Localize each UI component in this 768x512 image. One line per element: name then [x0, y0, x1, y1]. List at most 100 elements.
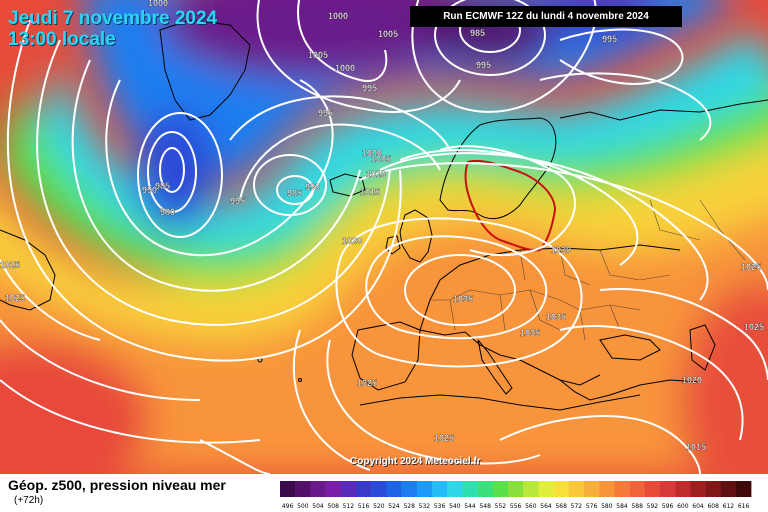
color-swatch [553, 481, 569, 497]
isobar-label: 1025 [741, 262, 761, 272]
color-scale: 496 500 504 508 512 516 520 524 528 532 536 540 544 5… [280, 481, 752, 510]
scale-tick-label: 616 [738, 503, 750, 510]
isobar-label: 1035 [546, 312, 566, 322]
scale-tick-label: 520 [373, 503, 385, 510]
scale-tick-label: 504 [312, 503, 324, 510]
scale-tick-label: 512 [343, 503, 355, 510]
model-run-label: Run ECMWF 12Z du lundi 4 novembre 2024 [410, 6, 682, 27]
isobars [0, 0, 768, 474]
isobar-label: 995 [230, 196, 245, 206]
scale-tick-label: 576 [586, 503, 598, 510]
borders [430, 199, 746, 341]
color-swatch [705, 481, 721, 497]
color-swatch [477, 481, 493, 497]
parameter-title: Géop. z500, pression niveau mer [8, 477, 226, 493]
color-swatch [720, 481, 737, 497]
isobar-label: 1005 [378, 29, 398, 39]
copyright-notice: Copyright 2024 Meteociel.fr [350, 456, 481, 467]
scale-tick-label: 568 [555, 503, 567, 510]
high-pressure-contour [464, 159, 557, 252]
forecast-time: 13:00 locale [8, 29, 116, 50]
scale-tick-label: 536 [434, 503, 446, 510]
legend-footer: Géop. z500, pression niveau mer (+72h) 4… [0, 474, 768, 512]
color-swatch [538, 481, 554, 497]
scale-tick-label: 496 [282, 503, 294, 510]
isobar-label: 1005 [371, 154, 391, 164]
isobar-label: 995 [602, 34, 617, 44]
scale-tick-label: 556 [510, 503, 522, 510]
color-swatch [644, 481, 661, 497]
isobar-label: 995 [318, 108, 333, 118]
color-swatch [614, 481, 630, 497]
isobar-label: 1035 [453, 294, 473, 304]
color-swatch [584, 481, 600, 497]
isobar-label: 995 [362, 83, 377, 93]
scale-tick-label: 592 [647, 503, 659, 510]
color-swatch [416, 481, 433, 497]
isobar-label: 995 [476, 60, 491, 70]
scale-tick-label: 540 [449, 503, 461, 510]
color-swatch [310, 481, 326, 497]
forecast-date: Jeudi 7 novembre 2024 [8, 8, 218, 29]
color-swatch [386, 481, 402, 497]
color-swatch [340, 481, 357, 497]
scale-tick-label: 524 [388, 503, 400, 510]
scale-tick-label: 572 [571, 503, 583, 510]
isobar-label: 985 [155, 181, 170, 191]
color-swatch [675, 481, 691, 497]
scale-tick-label: 588 [631, 503, 643, 510]
isobar-label: 985 [470, 28, 485, 38]
lead-time-label: (+72h) [14, 495, 44, 506]
scale-tick-label: 500 [297, 503, 309, 510]
color-swatch [325, 481, 341, 497]
isobar-label: 1000 [335, 63, 355, 73]
scale-tick-label: 612 [723, 503, 735, 510]
isobar-label: 1025 [434, 433, 454, 443]
isobar-label: 1005 [308, 50, 328, 60]
color-swatch [371, 481, 387, 497]
scale-tick-label: 600 [677, 503, 689, 510]
isobar-label: 990 [142, 185, 157, 195]
color-swatch [295, 481, 311, 497]
color-swatch [629, 481, 645, 497]
isobar-label: 1000 [148, 0, 168, 8]
color-swatch [660, 481, 676, 497]
scale-tick-label: 552 [495, 503, 507, 510]
isobar-label: 1000 [362, 148, 382, 158]
valid-time-title: Jeudi 7 novembre 2024 13:00 locale [8, 8, 217, 50]
isobar-labels: 1000 1000 1005 1000 995 995 1005 985 995… [0, 0, 764, 452]
isobar-label: 1000 [328, 11, 348, 21]
coastlines [0, 19, 768, 411]
color-swatch [401, 481, 417, 497]
scale-tick-label: 608 [707, 503, 719, 510]
isobar-label: 1025 [744, 322, 764, 332]
isobar-label: 1010 [366, 169, 386, 179]
color-swatch [599, 481, 615, 497]
color-swatch [523, 481, 539, 497]
isobar-label: 1025 [5, 293, 25, 303]
scale-tick-label: 532 [419, 503, 431, 510]
isobar-label: 1015 [360, 187, 380, 197]
scale-tick-label: 516 [358, 503, 370, 510]
scale-tick-label: 604 [692, 503, 704, 510]
color-swatch [432, 481, 448, 497]
color-swatch [280, 481, 296, 497]
isobar-label: 985 [287, 188, 302, 198]
isobar-label: 990 [305, 182, 320, 192]
color-swatch [508, 481, 524, 497]
isobar-label: 1020 [342, 236, 362, 246]
isobar-label: 1030 [551, 245, 571, 255]
isobar-label: 1015 [686, 442, 706, 452]
isobar-label: 1025 [357, 378, 377, 388]
scale-tick-label: 528 [403, 503, 415, 510]
scale-tick-label: 548 [479, 503, 491, 510]
color-swatch [462, 481, 478, 497]
color-swatch [447, 481, 463, 497]
isobar-label: 980 [160, 207, 175, 217]
color-swatch [356, 481, 372, 497]
isobar-label: 1035 [520, 328, 540, 338]
color-swatch [690, 481, 706, 497]
weather-map: 1000 1000 1005 1000 995 995 1005 985 995… [0, 0, 768, 474]
color-swatch [568, 481, 585, 497]
color-swatch [492, 481, 509, 497]
